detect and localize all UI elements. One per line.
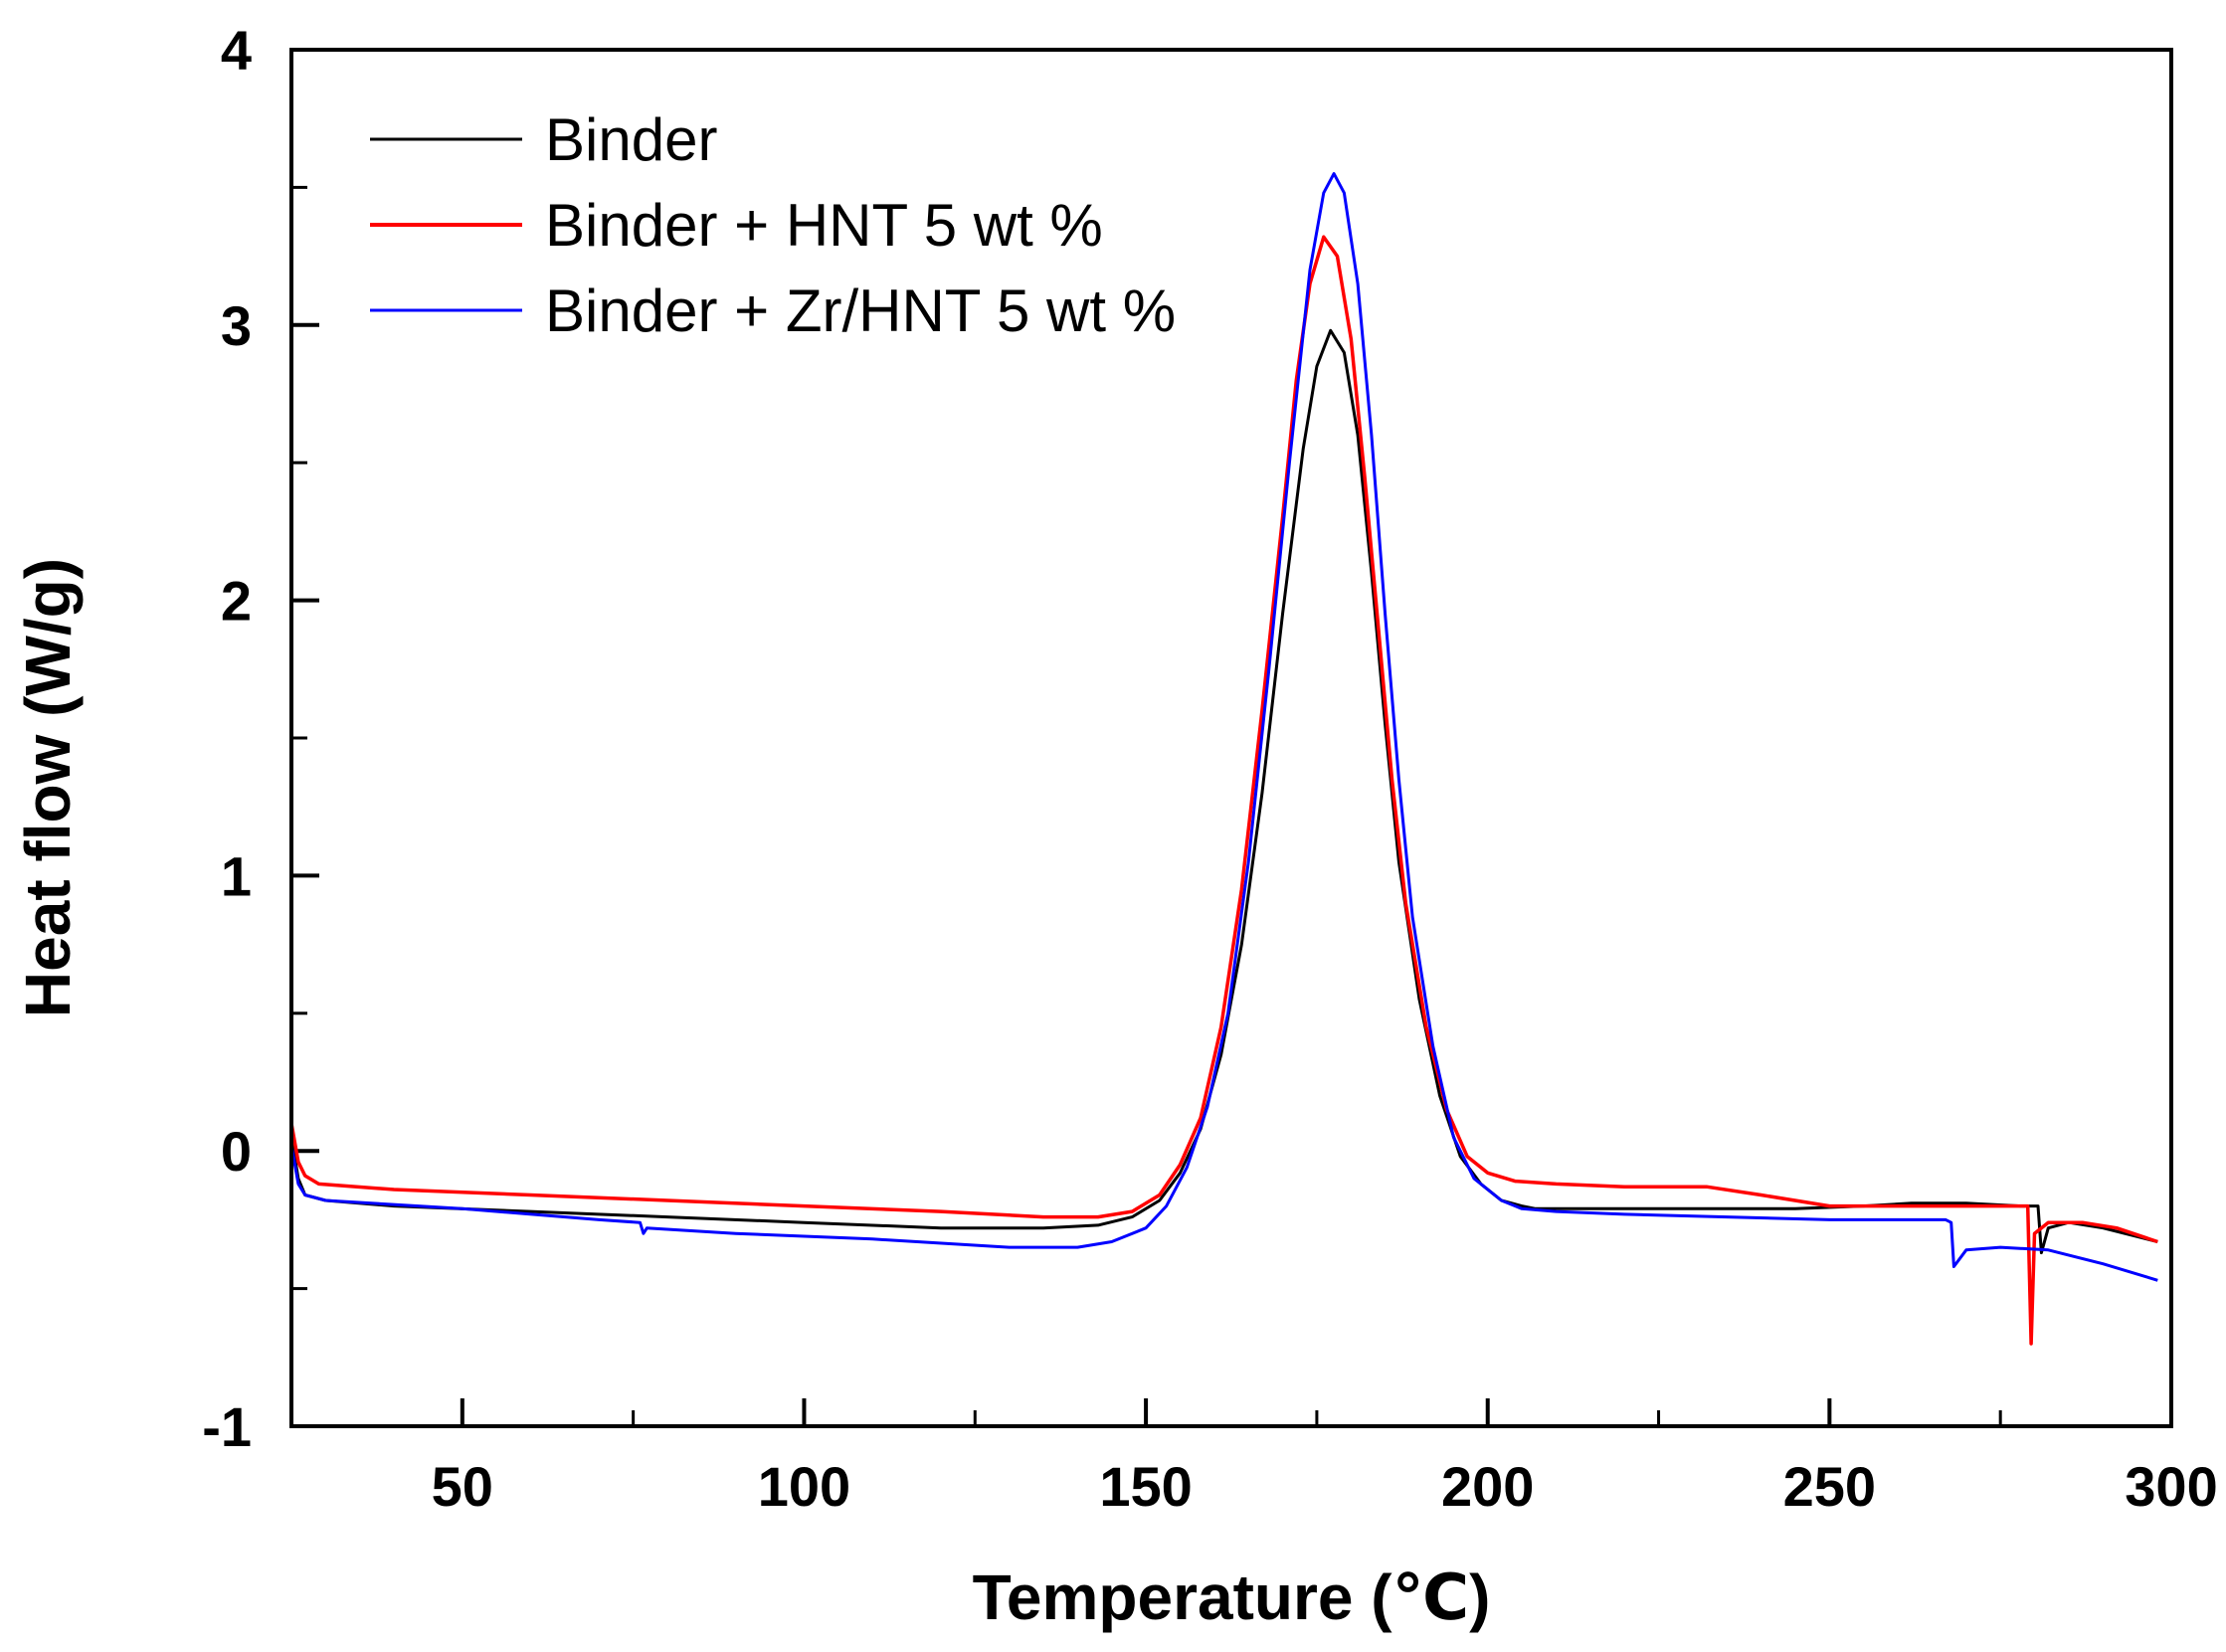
y-tick-label: -1 (202, 1395, 252, 1458)
legend: Binder Binder + HNT 5 wt % Binder + Zr/HNT… (370, 106, 1176, 344)
axis-ticks: 50 100 150 200 250 300 -1 0 1 2 3 4 (202, 19, 2218, 1518)
y-tick-label: 3 (221, 294, 252, 357)
legend-label: Binder (545, 106, 717, 173)
y-tick-label: 2 (221, 570, 252, 633)
x-tick-label: 200 (1441, 1455, 1534, 1518)
series-line (289, 172, 2158, 1282)
legend-label: Binder + HNT 5 wt % (545, 192, 1103, 259)
y-tick-label: 0 (221, 1120, 252, 1183)
x-tick-label: 300 (2125, 1455, 2217, 1518)
y-tick-label: 4 (221, 19, 252, 82)
x-tick-label: 250 (1783, 1455, 1876, 1518)
x-tick-label: 150 (1099, 1455, 1192, 1518)
series-line (289, 328, 2158, 1255)
x-axis-title: Temperature (℃) (973, 1561, 1491, 1633)
legend-label: Binder + Zr/HNT 5 wt % (545, 277, 1176, 344)
y-tick-label: 1 (221, 844, 252, 907)
x-tick-label: 50 (432, 1455, 493, 1518)
y-axis-title: Heat flow (W/g) (12, 558, 84, 1017)
plot-frame (289, 48, 2173, 1428)
series-line (289, 235, 2158, 1346)
series-layer (289, 172, 2158, 1346)
x-tick-label: 100 (758, 1455, 850, 1518)
